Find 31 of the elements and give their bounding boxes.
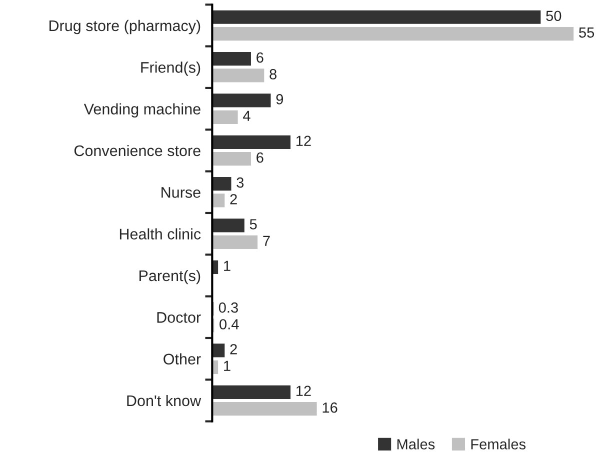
- data-label: 16: [322, 402, 338, 413]
- data-label: 5: [250, 219, 257, 230]
- data-label: 12: [296, 386, 311, 396]
- y-tick-label: Don't know: [127, 394, 202, 406]
- data-label: 0.4: [220, 319, 239, 330]
- data-label: 2: [230, 344, 237, 354]
- y-tick-label: Parent(s): [139, 270, 200, 284]
- y-tick-label: Doctor: [157, 312, 201, 323]
- y-tick-label: Vending machine: [84, 103, 200, 118]
- data-label: 8: [270, 69, 276, 80]
- legend-label: Females: [471, 438, 526, 450]
- y-tick-label: Friend(s): [141, 62, 200, 76]
- y-tick-label: Convenience store: [74, 144, 200, 156]
- data-label: 12: [296, 136, 311, 146]
- data-label: 50: [546, 10, 562, 22]
- legend-label: Males: [397, 438, 435, 450]
- y-tick-label: Nurse: [162, 187, 200, 198]
- data-label: 9: [276, 94, 284, 104]
- data-label: 0.3: [218, 302, 238, 313]
- data-label: 6: [256, 152, 264, 163]
- y-tick-label: Health clinic: [120, 228, 201, 240]
- data-label: 1: [224, 260, 230, 271]
- data-label: 1: [224, 360, 230, 371]
- y-tick-label: Other: [164, 353, 201, 365]
- data-label: 55: [579, 28, 594, 38]
- data-label: 6: [256, 52, 264, 63]
- data-label: 3: [236, 177, 244, 188]
- data-label: 7: [263, 236, 270, 246]
- y-tick-label: Drug store (pharmacy): [50, 20, 200, 34]
- data-label: 4: [243, 110, 250, 121]
- data-label: 2: [230, 194, 237, 204]
